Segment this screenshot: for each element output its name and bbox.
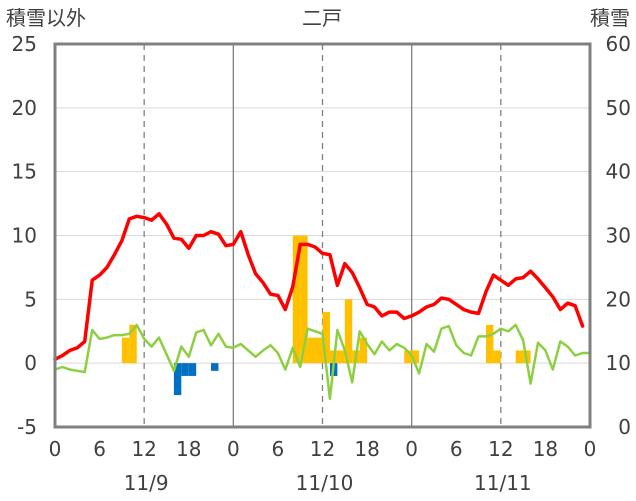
- x-tick-label: 18: [354, 437, 379, 461]
- bar: [173, 363, 182, 396]
- y-left-tick-label: 5: [24, 287, 37, 311]
- bar: [493, 350, 501, 364]
- bar: [188, 363, 197, 376]
- x-tick-label: 18: [533, 437, 558, 461]
- y-right-tick-label: 30: [606, 224, 631, 248]
- x-tick-label: 6: [93, 437, 106, 461]
- y-right-tick-label: 50: [606, 96, 631, 120]
- date-label: 11/9: [124, 471, 169, 495]
- plot-border: [53, 42, 592, 429]
- y-right-tick-label: 0: [618, 415, 631, 439]
- x-tick-label: 18: [176, 437, 201, 461]
- bar: [322, 312, 330, 364]
- date-label: 11/10: [296, 471, 354, 495]
- date-label: 11/11: [474, 471, 532, 495]
- y-left-tick-label: 20: [12, 96, 37, 120]
- series-line: [53, 323, 592, 401]
- x-tick-label: 0: [584, 437, 597, 461]
- y-left-tick-label: 0: [24, 351, 37, 375]
- bar: [337, 350, 345, 364]
- left-axis-label: 積雪以外: [6, 6, 86, 30]
- bar: [121, 337, 130, 364]
- x-tick-label: 0: [405, 437, 418, 461]
- x-tick-label: 12: [310, 437, 335, 461]
- y-left-tick-label: 10: [12, 224, 37, 248]
- right-axis-label: 積雪: [590, 6, 630, 30]
- bar: [300, 235, 308, 364]
- y-right-tick-label: 40: [606, 160, 631, 184]
- bar: [359, 337, 368, 364]
- y-right-tick-label: 10: [606, 351, 631, 375]
- bar: [404, 350, 412, 364]
- x-tick-label: 12: [488, 437, 513, 461]
- bar: [181, 363, 189, 376]
- bar: [344, 299, 353, 364]
- bar: [315, 337, 323, 364]
- y-left-tick-label: 15: [12, 160, 37, 184]
- y-left-tick-label: -5: [17, 415, 37, 439]
- bar: [292, 235, 301, 364]
- bar: [515, 350, 524, 364]
- bar: [485, 324, 494, 364]
- x-tick-label: 0: [49, 437, 62, 461]
- bar: [411, 350, 420, 364]
- y-left-tick-label: 25: [12, 32, 37, 56]
- bar: [211, 363, 219, 371]
- x-tick-label: 0: [227, 437, 240, 461]
- series-line: [53, 212, 585, 362]
- chart-title: 二戸: [302, 6, 342, 30]
- x-tick-label: 6: [272, 437, 285, 461]
- y-right-tick-label: 20: [606, 287, 631, 311]
- y-right-tick-label: 60: [606, 32, 631, 56]
- x-tick-label: 6: [450, 437, 463, 461]
- bar: [129, 324, 137, 364]
- bar: [307, 337, 316, 364]
- x-tick-label: 12: [131, 437, 156, 461]
